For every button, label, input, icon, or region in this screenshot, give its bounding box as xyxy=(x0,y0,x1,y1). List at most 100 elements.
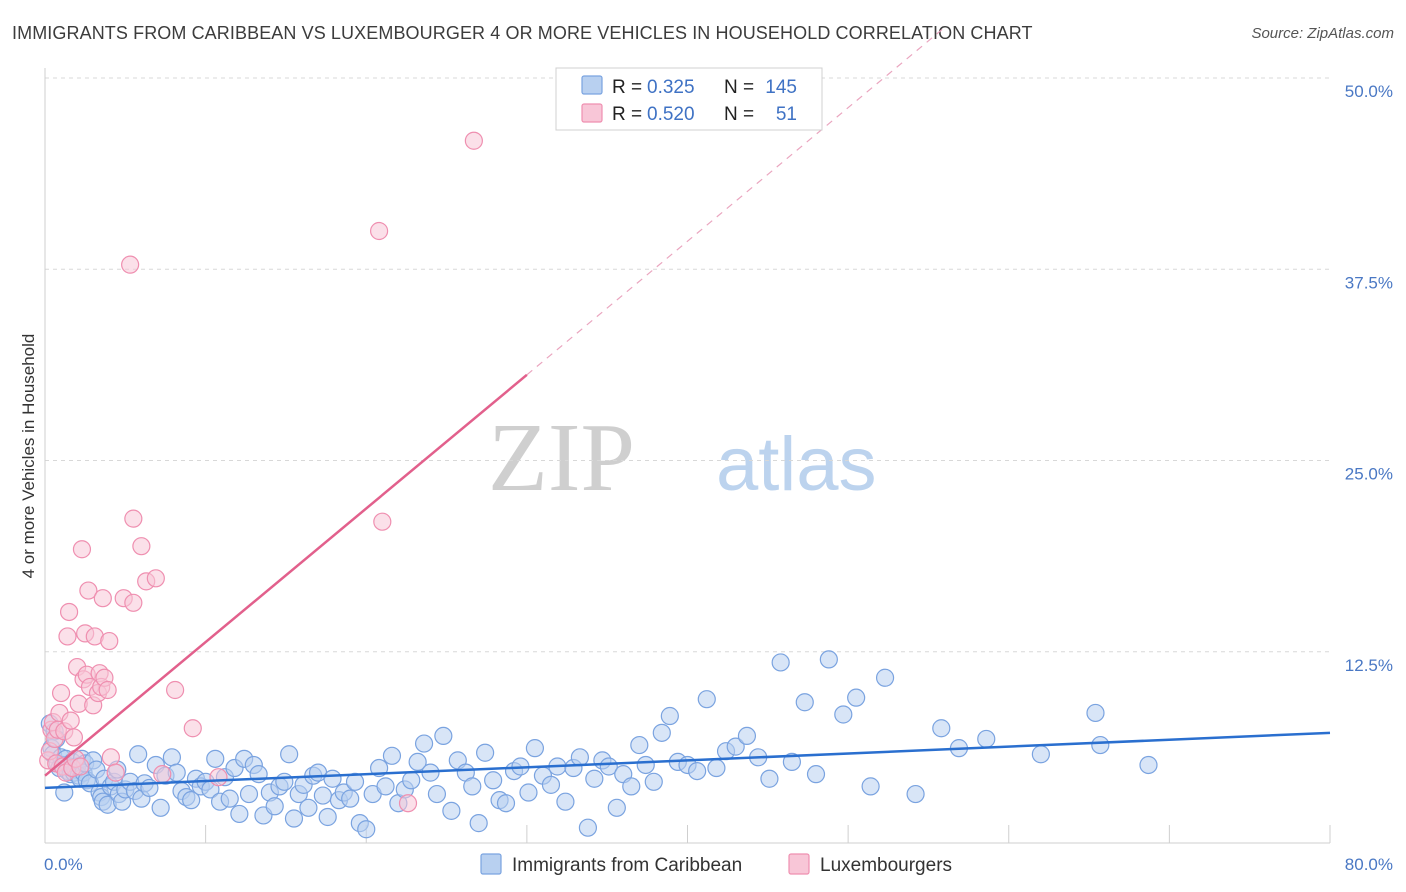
watermark-zip: ZIP xyxy=(488,404,635,512)
caribbean-point xyxy=(280,745,299,764)
caribbean-point xyxy=(299,798,318,817)
caribbean-point xyxy=(737,726,757,746)
caribbean-point xyxy=(599,757,618,776)
caribbean-point xyxy=(578,818,598,837)
luxembourger-point xyxy=(209,768,228,787)
caribbean-point xyxy=(427,784,447,804)
caribbean-point xyxy=(1091,735,1110,755)
caribbean-point xyxy=(414,734,434,753)
luxembourger-point xyxy=(153,765,172,784)
caribbean-point xyxy=(585,769,604,788)
x-tick-labels: 0.0% 80.0% xyxy=(44,855,1393,874)
luxembourger-point xyxy=(183,719,202,738)
luxembourger-point xyxy=(464,131,483,150)
caribbean-point xyxy=(906,784,925,804)
caribbean-point xyxy=(284,809,304,828)
y-tick-label: 12.5% xyxy=(1345,656,1393,675)
caribbean-point xyxy=(519,783,538,802)
legend-r-value-caribbean: 0.325 xyxy=(647,77,695,98)
caribbean-point xyxy=(476,743,495,762)
caribbean-point xyxy=(707,758,726,778)
legend-n-label-luxembourgers: N = xyxy=(724,104,754,125)
caribbean-point xyxy=(1086,703,1105,723)
chart-title: IMMIGRANTS FROM CARIBBEAN VS LUXEMBOURGE… xyxy=(12,23,1033,43)
caribbean-point xyxy=(834,705,853,724)
caribbean-point xyxy=(541,775,561,794)
caribbean-point xyxy=(847,688,866,707)
luxembourger-point xyxy=(72,540,92,559)
luxembourger-point xyxy=(121,255,140,274)
caribbean-point xyxy=(376,777,395,796)
legend-n-label-caribbean: N = xyxy=(724,77,754,98)
caribbean-point xyxy=(357,820,376,839)
caribbean-point xyxy=(861,777,880,796)
correlation-legend: R = 0.325 N = 145 R = 0.520 N = 51 xyxy=(555,67,823,131)
legend-r-label-caribbean: R = xyxy=(612,77,642,98)
luxembourger-point xyxy=(79,581,98,600)
legend-n-value-caribbean: 145 xyxy=(765,77,797,98)
caribbean-point xyxy=(345,772,365,791)
caribbean-trend-line xyxy=(44,731,1331,790)
legend-r-value-luxembourgers: 0.520 xyxy=(647,104,695,125)
watermark: ZIP atlas xyxy=(488,404,877,512)
caribbean-point xyxy=(129,745,148,764)
caribbean-point xyxy=(819,650,838,669)
caribbean-point xyxy=(556,792,575,811)
caribbean-point xyxy=(622,777,641,796)
luxembourger-point xyxy=(100,631,119,651)
y-tick-labels: 12.5% 25.0% 37.5% 50.0% xyxy=(1345,82,1393,675)
caribbean-point xyxy=(463,777,482,796)
caribbean-point xyxy=(1031,745,1050,764)
luxembourger-point xyxy=(58,627,77,646)
caribbean-point xyxy=(239,784,259,804)
watermark-atlas: atlas xyxy=(716,422,877,507)
luxembourger-point xyxy=(93,589,112,608)
x-tick-label: 0.0% xyxy=(44,855,83,874)
luxembourger-point xyxy=(132,537,151,556)
legend-swatch-caribbean xyxy=(581,75,603,95)
caribbean-point xyxy=(630,735,649,755)
caribbean-point xyxy=(162,748,181,767)
caribbean-point xyxy=(402,771,421,790)
luxembourger-point xyxy=(98,680,117,700)
caribbean-point xyxy=(220,789,239,808)
caribbean-point xyxy=(484,771,503,790)
y-axis-label: 4 or more Vehicles in Household xyxy=(19,334,38,579)
luxembourger-point xyxy=(146,569,165,588)
legend-swatch-luxembourgers xyxy=(581,103,603,123)
caribbean-point xyxy=(806,765,826,784)
x-tick-label: 80.0% xyxy=(1345,855,1393,874)
luxembourger-point xyxy=(106,763,125,782)
caribbean-point xyxy=(206,749,225,768)
caribbean-point xyxy=(977,729,996,749)
caribbean-point xyxy=(652,723,671,742)
chart-source: Source: ZipAtlas.com xyxy=(1251,25,1394,42)
caribbean-point xyxy=(760,769,779,788)
caribbean-point xyxy=(1139,755,1158,775)
caribbean-point xyxy=(726,737,745,756)
caribbean-point xyxy=(697,690,716,709)
caribbean-point xyxy=(151,798,170,817)
legend-n-value-luxembourgers: 51 xyxy=(776,104,797,125)
caribbean-point xyxy=(434,726,453,746)
caribbean-point xyxy=(408,752,427,772)
luxembourger-trend-line xyxy=(44,373,528,777)
caribbean-point xyxy=(771,653,790,672)
caribbean-point xyxy=(230,804,249,824)
y-tick-label: 37.5% xyxy=(1345,273,1393,292)
caribbean-point xyxy=(323,769,342,788)
luxembourger-point xyxy=(398,794,418,813)
caribbean-point xyxy=(182,791,201,810)
bottom-legend-label-caribbean: Immigrants from Caribbean xyxy=(512,855,742,876)
caribbean-point xyxy=(782,752,802,772)
bottom-legend-label-luxembourgers: Luxembourgers xyxy=(820,855,952,876)
luxembourger-point xyxy=(124,593,143,612)
caribbean-point xyxy=(442,801,461,820)
luxembourger-point xyxy=(61,711,80,730)
caribbean-point xyxy=(469,814,488,833)
luxembourger-point xyxy=(124,509,143,528)
caribbean-point xyxy=(382,746,402,765)
trend-lines xyxy=(44,27,1331,790)
caribbean-point xyxy=(636,755,655,775)
luxembourger-point xyxy=(101,748,120,767)
